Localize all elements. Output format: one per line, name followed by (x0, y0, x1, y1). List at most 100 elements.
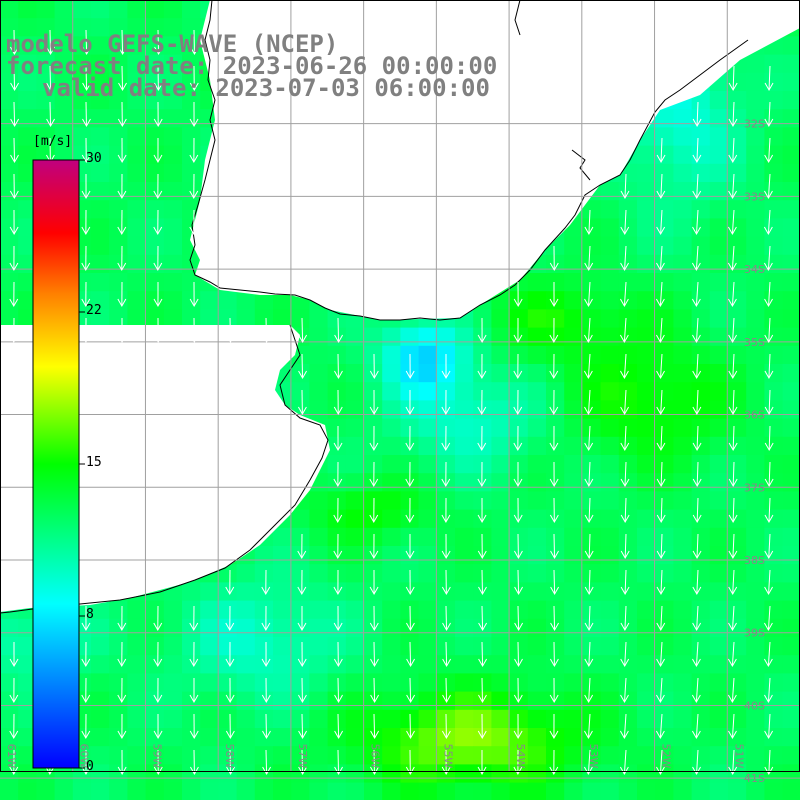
wind-speed-cell (309, 709, 329, 729)
wind-speed-cell (345, 382, 365, 401)
wind-speed-cell (564, 618, 583, 638)
wind-speed-cell (709, 455, 729, 474)
wind-arrow-head (189, 730, 199, 740)
wind-speed-cell (273, 618, 292, 638)
wind-speed-cell (91, 109, 110, 128)
wind-speed-cell (728, 509, 747, 529)
wind-arrow (588, 245, 591, 271)
wind-speed-cell (254, 564, 274, 583)
wind-speed-cell (618, 728, 638, 747)
wind-speed-cell (18, 655, 37, 674)
wind-speed-cell (0, 236, 19, 256)
wind-arrow-head (333, 442, 343, 452)
wind-arrow-head (692, 478, 702, 488)
wind-arrow-head (655, 334, 665, 344)
wind-speed-cell (309, 582, 329, 602)
colorbar-tick-label: 15 (86, 455, 102, 470)
wind-arrow-head (764, 766, 774, 776)
wind-speed-cell (509, 782, 529, 800)
wind-speed-cell (673, 236, 693, 256)
wind-arrow (660, 353, 663, 379)
wind-arrow (695, 713, 699, 739)
wind-arrow (696, 137, 699, 163)
wind-speed-cell (527, 618, 547, 638)
wind-arrow-head (225, 694, 235, 704)
wind-arrow-head (334, 730, 344, 740)
wind-arrow-head (655, 694, 665, 704)
wind-speed-cell (673, 618, 693, 638)
wind-speed-cell (91, 291, 110, 310)
wind-arrow-head (584, 586, 594, 596)
wind-speed-cell (728, 637, 747, 656)
wind-arrow-head (728, 370, 738, 380)
title-forecast-date: forecast date: 2023-06-26 00:00:00 (6, 52, 498, 80)
wind-speed-cell (709, 600, 729, 620)
wind-speed-cell (764, 637, 784, 656)
wind-speed-cell (309, 618, 329, 638)
wind-speed-cell (618, 273, 638, 292)
wind-speed-cell (182, 18, 201, 37)
wind-speed-cell (527, 309, 547, 329)
wind-speed-cell (546, 546, 565, 565)
wind-speed-cell (182, 0, 201, 19)
wind-speed-cell (728, 782, 747, 800)
wind-speed-cell (54, 782, 74, 800)
wind-speed-cell (345, 728, 365, 747)
wind-arrow-head (153, 766, 163, 776)
wind-speed-cell (582, 491, 602, 511)
wind-speed-cell (782, 91, 800, 110)
wind-arrow-head (153, 658, 163, 668)
wind-arrow-head (334, 370, 343, 380)
wind-speed-cell (491, 473, 511, 492)
wind-arrow-head (153, 694, 163, 704)
wind-arrow-head (764, 550, 774, 560)
wind-speed-cell (673, 309, 693, 329)
wind-speed-cell (127, 163, 147, 183)
wind-speed-cell (309, 782, 329, 800)
wind-arrow (659, 713, 663, 739)
wind-speed-cell (764, 746, 784, 765)
wind-speed-cell (91, 236, 110, 256)
wind-speed-cell (455, 764, 474, 784)
wind-speed-cell (709, 618, 729, 638)
colorbar-ticks (79, 159, 85, 769)
wind-speed-cell (327, 400, 347, 420)
wind-arrow-head (691, 298, 701, 308)
wind-speed-cell (218, 291, 238, 310)
wind-arrow-head (656, 226, 666, 236)
wind-arrow (660, 425, 663, 451)
wind-arrow-head (189, 82, 199, 92)
wind-arrow-head (9, 226, 19, 236)
wind-arrow (588, 641, 591, 667)
wind-speed-cell (455, 655, 474, 674)
wind-speed-cell (236, 691, 256, 711)
wind-speed-cell (782, 527, 800, 547)
wind-speed-cell (91, 182, 110, 201)
wind-speed-cell (18, 163, 37, 183)
wind-speed-cell (764, 491, 784, 511)
wind-speed-cell (418, 582, 438, 602)
wind-speed-cell (273, 291, 292, 310)
wind-arrow-head (189, 658, 199, 668)
wind-arrow (659, 317, 663, 343)
wind-arrow-head (656, 766, 665, 776)
wind-speed-cell (655, 709, 674, 729)
wind-speed-cell (709, 673, 729, 693)
wind-arrow (13, 137, 16, 163)
wind-speed-cell (527, 728, 547, 747)
wind-speed-cell (327, 709, 347, 729)
wind-speed-cell (691, 127, 711, 147)
wind-speed-cell (418, 436, 438, 456)
wind-arrow-head (513, 370, 523, 380)
wind-speed-cell (691, 509, 711, 529)
wind-speed-cell (182, 655, 201, 674)
wind-speed-cell (491, 618, 511, 638)
wind-arrow-head (117, 298, 127, 308)
wind-speed-cell (782, 200, 800, 219)
wind-speed-cell (509, 382, 529, 401)
wind-arrow-head (154, 46, 163, 56)
wind-speed-cell (236, 309, 256, 329)
wind-speed-cell (127, 291, 147, 310)
wind-speed-cell (400, 327, 420, 347)
wind-speed-cell (509, 491, 529, 511)
